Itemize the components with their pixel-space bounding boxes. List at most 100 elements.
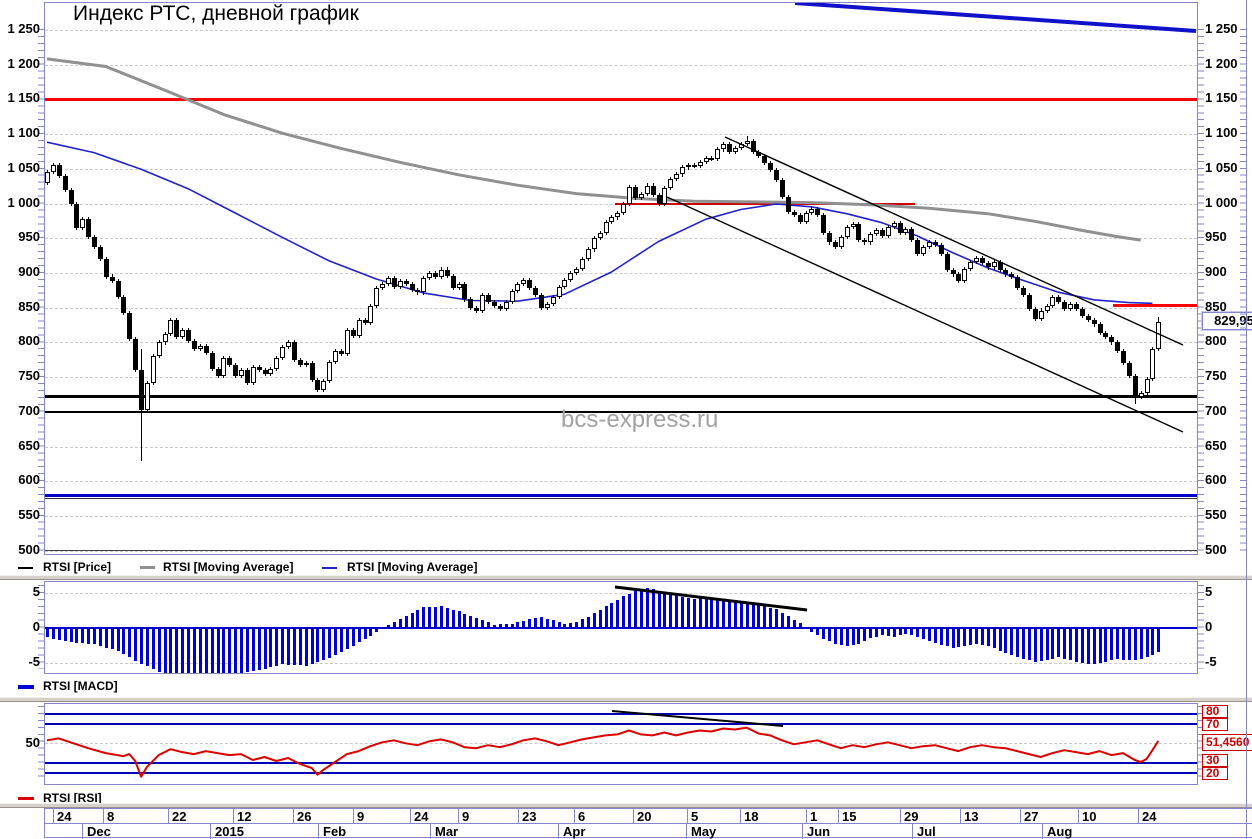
macd-bar (204, 628, 208, 673)
day-tick (458, 809, 459, 823)
candle-body (321, 380, 327, 390)
blue-long-term-resistance (794, 3, 1197, 33)
macd-bar (869, 628, 873, 639)
candle-body (832, 242, 838, 247)
candle-body (374, 288, 380, 307)
macd-bar (857, 628, 861, 644)
rsi-series-line (46, 726, 1160, 778)
level-1000 (615, 202, 915, 205)
macd-bar (1045, 628, 1049, 661)
candle-body (103, 259, 109, 277)
candle-body (1150, 349, 1156, 379)
legend-label-macd: RTSI [MACD] (43, 679, 118, 693)
panel-splitter[interactable] (0, 803, 1252, 808)
candle-body (350, 329, 356, 336)
macd-bar (334, 628, 338, 656)
day-tick-label: 27 (1024, 809, 1039, 824)
gridline-900 (45, 273, 1197, 275)
month-divider (430, 824, 431, 839)
level-500 (45, 550, 1197, 552)
candle-body (1121, 350, 1127, 364)
macd-bar (475, 618, 479, 629)
macd-bar (487, 622, 490, 629)
macd-bar (851, 628, 855, 645)
macd-bar (551, 620, 555, 629)
rsi-level-badge: 80 (1202, 705, 1228, 718)
candle-body (233, 364, 239, 376)
macd-bar (804, 626, 808, 629)
candle-body (127, 313, 133, 339)
macd-bar (69, 628, 73, 643)
macd-bar (404, 615, 408, 629)
panel-splitter[interactable] (0, 575, 1252, 580)
macd-bar (257, 628, 261, 670)
macd-bar (151, 628, 155, 669)
macd-panel[interactable] (44, 581, 1198, 674)
macd-bar (745, 602, 749, 629)
candle-body (509, 291, 515, 303)
macd-bar (880, 628, 884, 636)
macd-bar (245, 628, 249, 673)
day-tick (633, 809, 634, 823)
candle-body (97, 246, 103, 260)
candle-body (744, 141, 750, 144)
candle-body (544, 303, 550, 308)
rsi-last-value-badge: 51,4560 (1202, 734, 1252, 751)
ma2-line-swatch (322, 567, 337, 569)
y-axis-label: 1 150 (1205, 90, 1238, 106)
candle-body (962, 268, 968, 282)
macd-bar (681, 596, 685, 629)
macd-bar (1016, 628, 1020, 657)
panel-splitter[interactable] (0, 697, 1252, 702)
macd-bar (845, 628, 849, 647)
y-axis-label: 700 (1205, 402, 1227, 418)
candle-body (221, 357, 227, 376)
macd-bar (104, 628, 108, 648)
candle-body (109, 276, 115, 282)
candle-body (280, 347, 286, 358)
macd-bar (216, 628, 220, 673)
rsi-level-20 (45, 771, 1197, 774)
y-axis-label: 700 (18, 402, 40, 418)
candle-body (209, 352, 215, 369)
gridline-500 (45, 550, 1197, 552)
macd-bar (428, 606, 432, 629)
candle-body (386, 277, 392, 285)
macd-bar (375, 628, 379, 633)
candle-body (803, 213, 809, 222)
candle-body (1032, 309, 1038, 319)
macd-bar (263, 628, 267, 669)
candle-body (821, 214, 827, 233)
macd-bar (598, 609, 602, 629)
month-divider (686, 824, 687, 839)
candle-body (339, 350, 344, 355)
macd-bar (98, 628, 102, 646)
macd-bar (792, 619, 796, 629)
day-tick (806, 809, 807, 823)
main-price-panel[interactable]: bcs-express.ru (44, 2, 1198, 555)
macd-bar (986, 628, 990, 647)
candle-body (362, 320, 368, 324)
rsi-panel[interactable] (44, 703, 1198, 785)
day-tick-label: 6 (578, 809, 586, 824)
macd-bar (1080, 628, 1084, 663)
macd-bar (251, 628, 255, 672)
macd-bar (557, 622, 561, 629)
day-tick (168, 809, 169, 823)
candle-body (139, 370, 145, 410)
macd-bar (369, 628, 373, 636)
macd-bar (628, 593, 632, 629)
macd-bar (645, 588, 649, 629)
macd-bar (193, 628, 196, 673)
outer-right-tick-marks (1240, 29, 1246, 551)
rsi-level-badge: 70 (1202, 718, 1228, 731)
macd-bar (1133, 628, 1137, 660)
macd-bar (763, 606, 767, 629)
outer-right-frame (1246, 0, 1247, 839)
level-580 (45, 493, 1197, 497)
y-axis-label: 1 100 (1205, 125, 1238, 141)
macd-bar (492, 624, 496, 629)
macd-axis-label: 0 (1205, 619, 1213, 634)
macd-bar (1010, 628, 1014, 655)
